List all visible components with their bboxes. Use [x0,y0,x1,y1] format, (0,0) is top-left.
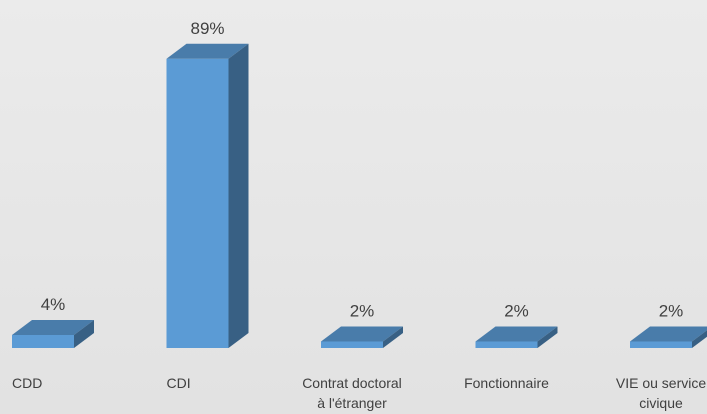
bar-side [692,330,707,348]
bar-front [475,341,538,348]
value-label: 89% [190,19,224,38]
x-tick-label: CDD [12,375,42,391]
bar-front [630,341,692,348]
bar-side [537,326,558,348]
bar [321,326,403,348]
value-label: 4% [41,295,66,314]
bar-front [166,58,229,348]
value-label: 2% [350,302,375,321]
bar-side [383,326,403,348]
bar-side [74,320,94,348]
x-tick-label: Contrat doctoral à l'étranger [302,375,402,411]
bar-front [12,335,74,348]
bar-top [166,43,249,59]
value-label: 2% [504,302,529,321]
bar-top [321,326,403,342]
bar [630,326,707,348]
bar-top [630,326,707,342]
bar [12,320,94,348]
bar [166,43,249,348]
bar-side [228,43,249,348]
x-tick-label: Fonctionnaire [464,375,549,391]
x-tick-label: VIE ou service civique [616,375,706,411]
bar-top [475,326,558,342]
bar [475,326,558,348]
x-tick-label: CDI [167,375,191,391]
value-label: 2% [659,302,684,321]
bar-front [321,341,383,348]
bar-top [12,320,94,335]
